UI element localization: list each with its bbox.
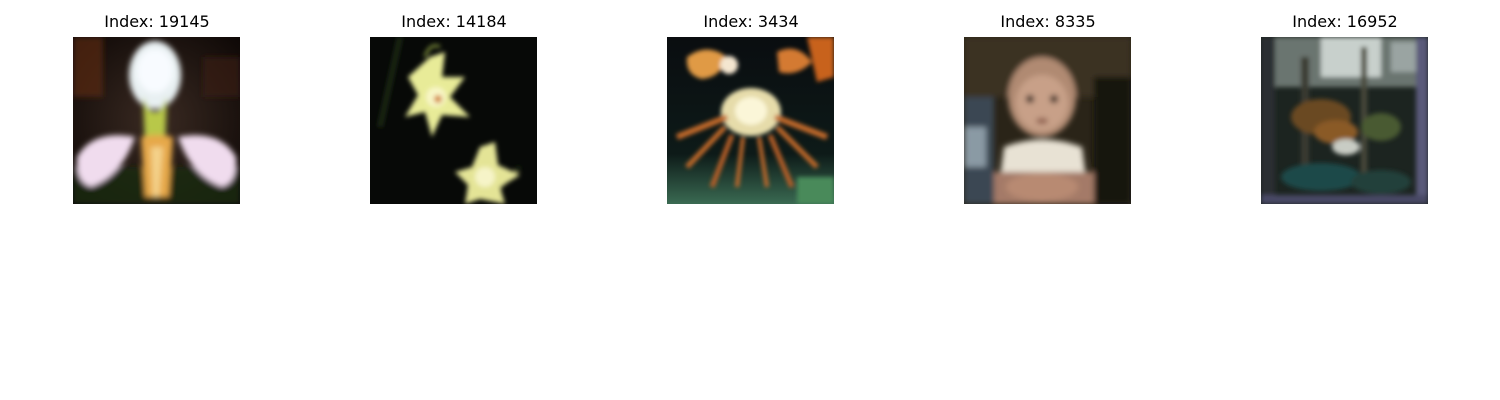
orchid-thumbnail [73, 37, 240, 204]
panel-title: Index: 3434 [703, 12, 799, 31]
panel-title: Index: 19145 [104, 12, 210, 31]
panel-title: Index: 16952 [1292, 12, 1398, 31]
yellow-flowers-thumbnail [370, 37, 537, 204]
forest-thumbnail [1261, 37, 1428, 204]
panel-title: Index: 8335 [1000, 12, 1096, 31]
toddler-thumbnail [964, 37, 1131, 204]
crab-thumbnail [667, 37, 834, 204]
panel-title: Index: 14184 [401, 12, 507, 31]
